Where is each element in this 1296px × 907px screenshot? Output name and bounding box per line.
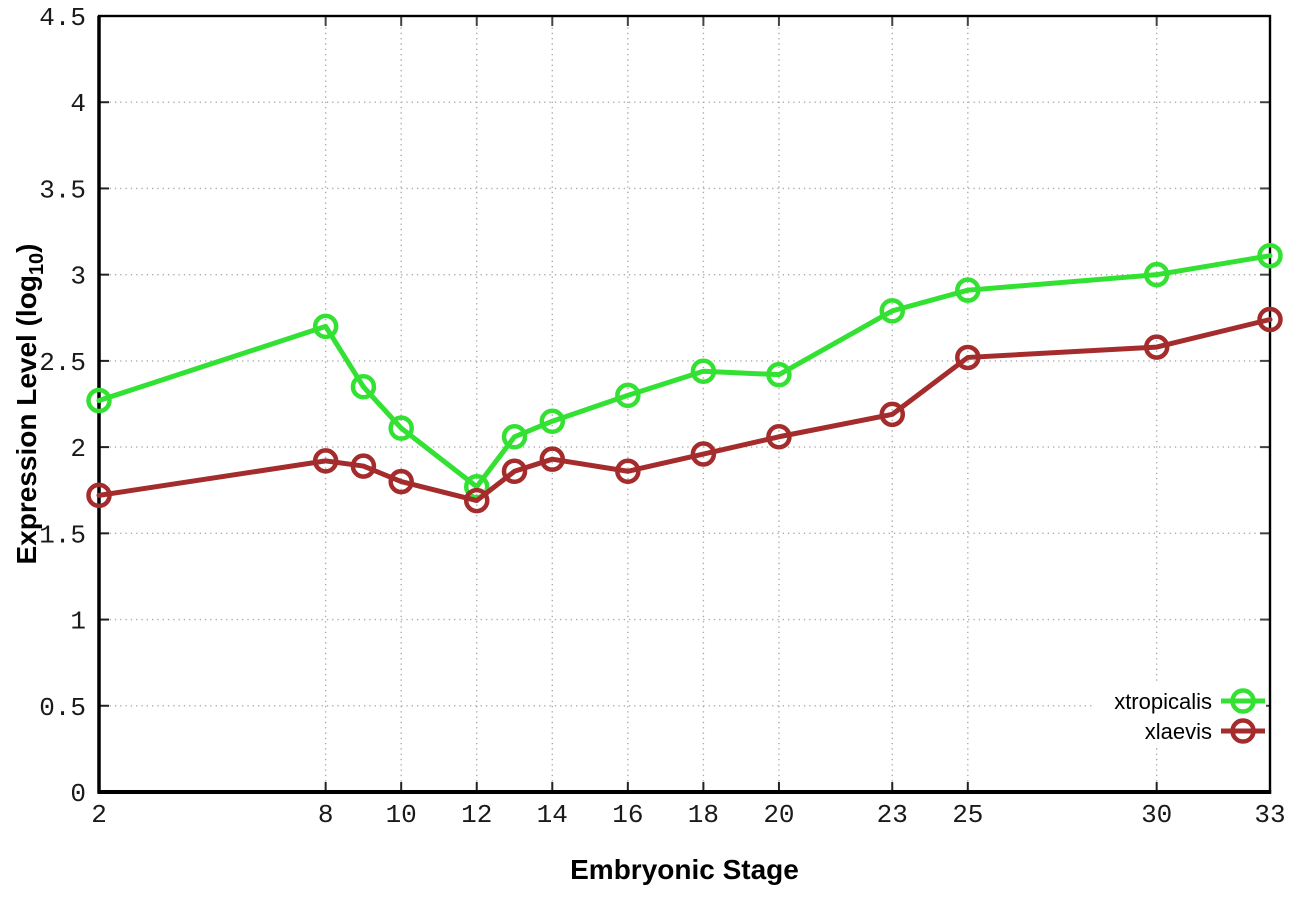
legend-item-xtropicalis: xtropicalis — [1114, 688, 1265, 714]
y-tick-label: 3 — [70, 262, 86, 292]
y-tick-label: 4.5 — [39, 3, 86, 33]
legend-item-xlaevis: xlaevis — [1145, 718, 1265, 744]
data-point-marker-xlaevis — [539, 446, 566, 472]
x-tick-label: 2 — [91, 800, 107, 830]
data-point-marker-xlaevis — [1257, 306, 1283, 333]
data-point-marker-xtropicalis — [463, 474, 490, 500]
legend-marker-circle — [1230, 688, 1256, 714]
data-point-marker-xtropicalis — [766, 361, 792, 388]
x-tick-label: 33 — [1254, 800, 1285, 830]
data-point-marker-xtropicalis — [615, 382, 641, 409]
x-tick-label: 10 — [386, 800, 417, 830]
x-tick-label: 23 — [877, 800, 908, 830]
y-tick-label: 1 — [70, 607, 86, 637]
data-point-marker-xtropicalis — [86, 387, 112, 414]
data-point-marker-xlaevis — [501, 458, 528, 485]
x-tick-label: 30 — [1141, 800, 1172, 830]
y-tick-label: 4 — [70, 89, 86, 119]
series-xlaevis — [86, 306, 1283, 514]
data-point-marker-xlaevis — [350, 453, 377, 479]
data-point-marker-xlaevis — [388, 468, 414, 495]
x-tick-label: 25 — [952, 800, 983, 830]
x-tick-label: 14 — [537, 800, 568, 830]
y-tick-label: 1.5 — [39, 520, 86, 550]
series-line-xlaevis — [96, 317, 1273, 504]
legend-marker-circle — [1230, 718, 1256, 744]
x-axis-title: Embryonic Stage — [570, 854, 799, 885]
x-tick-label: 16 — [612, 800, 643, 830]
data-point-marker-xtropicalis — [1143, 261, 1170, 288]
data-point-marker-xlaevis — [955, 344, 981, 371]
y-tick-label: 2.5 — [39, 348, 86, 378]
data-point-marker-xlaevis — [463, 487, 490, 514]
data-point-marker-xlaevis — [690, 441, 717, 467]
data-point-marker-xtropicalis — [350, 374, 377, 400]
grid — [99, 16, 1270, 792]
data-point-marker-xtropicalis — [1257, 242, 1283, 269]
y-tick-label: 0.5 — [39, 693, 86, 723]
y-tick-label: 0 — [70, 779, 86, 809]
y-axis-title: Expression Level (log10) — [11, 244, 48, 565]
data-point-marker-xlaevis — [879, 401, 906, 428]
data-point-marker-xtropicalis — [955, 277, 981, 303]
plot-border — [97, 14, 1272, 794]
data-point-marker-xlaevis — [86, 482, 112, 509]
data-point-marker-xlaevis — [766, 424, 792, 450]
x-tick-label: 8 — [318, 800, 334, 830]
legend-label-xlaevis: xlaevis — [1145, 719, 1212, 744]
series-xtropicalis — [86, 242, 1283, 500]
data-point-marker-xlaevis — [312, 448, 339, 474]
y-tick-label: 2 — [70, 434, 86, 464]
x-tick-label: 18 — [688, 800, 719, 830]
data-point-marker-xtropicalis — [388, 415, 414, 441]
data-point-marker-xlaevis — [615, 458, 641, 485]
data-point-marker-xtropicalis — [312, 313, 339, 340]
data-point-marker-xtropicalis — [690, 358, 717, 384]
y-tick-label: 3.5 — [39, 175, 86, 205]
data-point-marker-xtropicalis — [539, 408, 566, 434]
legend: xtropicalis xlaevis — [1094, 684, 1266, 746]
tick-labels: 2 8 10 12 14 16 18 20 23 25 30 33 0 0.5 1 1.5 2 2.5 3 3.5 4 4… — [39, 3, 1285, 830]
data-point-marker-xtropicalis — [501, 424, 528, 450]
data-point-marker-xtropicalis — [879, 298, 906, 324]
tick-marks — [98, 15, 1271, 793]
legend-label-xtropicalis: xtropicalis — [1114, 689, 1212, 714]
series-line-xtropicalis — [96, 253, 1273, 490]
x-tick-label: 12 — [461, 800, 492, 830]
data-point-marker-xlaevis — [1143, 334, 1170, 360]
x-tick-label: 20 — [763, 800, 794, 830]
